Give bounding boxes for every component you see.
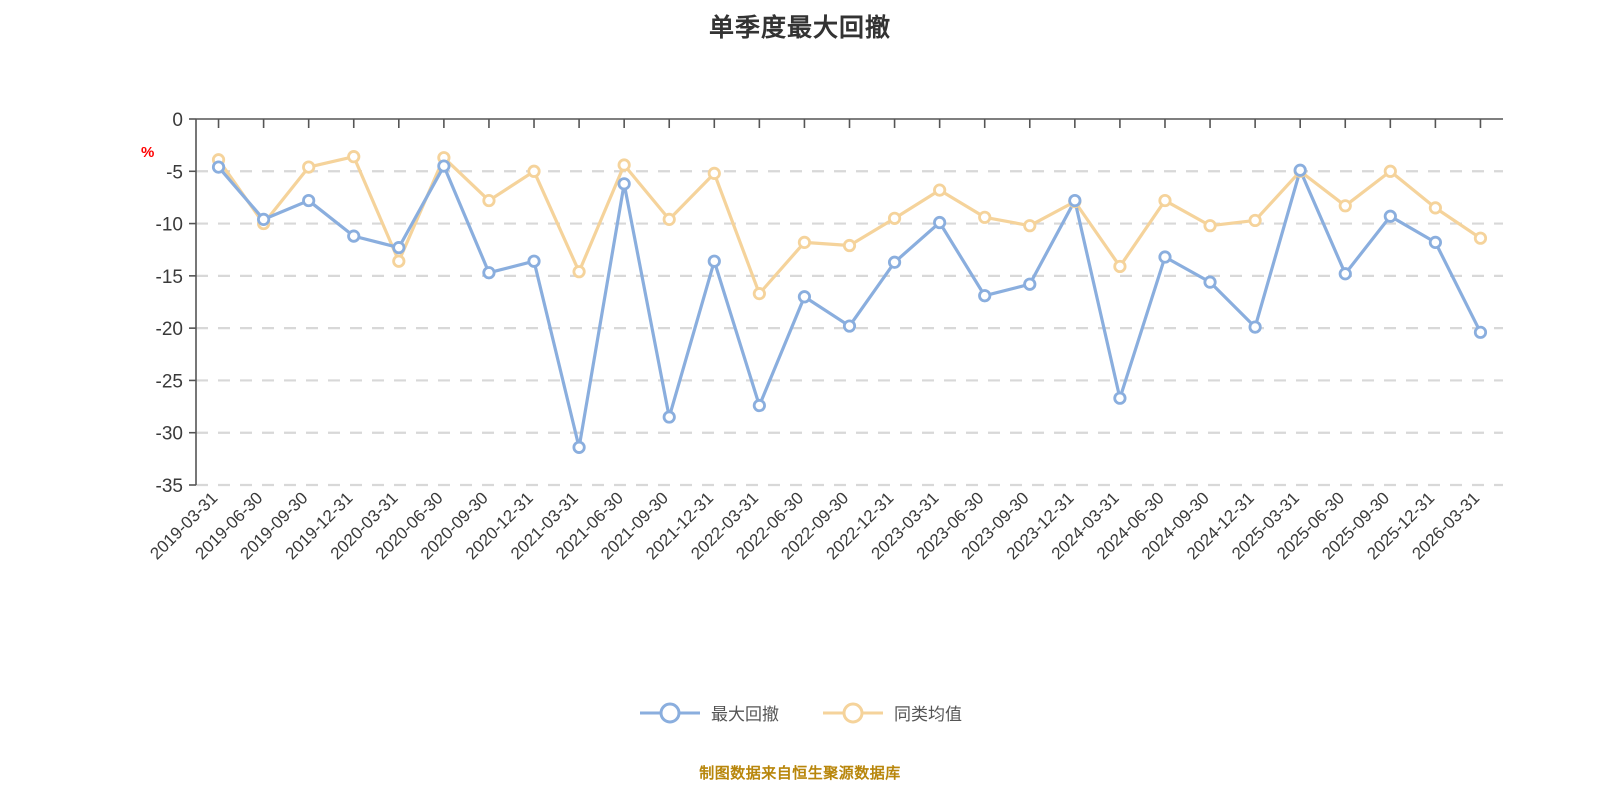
data-point-drawdown[interactable] — [617, 177, 631, 191]
data-point-peer-average[interactable] — [392, 254, 406, 268]
legend-item-drawdown[interactable]: 最大回撤 — [638, 700, 779, 725]
data-point-peer-average[interactable] — [347, 150, 361, 164]
y-tick-label: -25 — [156, 371, 183, 392]
data-point-drawdown[interactable] — [1113, 391, 1127, 405]
data-point-drawdown[interactable] — [797, 290, 812, 304]
data-point-drawdown[interactable] — [211, 160, 226, 174]
data-point-peer-average[interactable] — [1473, 231, 1488, 245]
data-point-drawdown[interactable] — [1203, 275, 1217, 289]
data-point-drawdown[interactable] — [1383, 209, 1397, 223]
data-point-drawdown[interactable] — [933, 215, 947, 230]
data-point-drawdown[interactable] — [437, 159, 451, 173]
data-point-peer-average[interactable] — [1023, 219, 1037, 233]
data-point-peer-average[interactable] — [1383, 164, 1397, 178]
data-point-peer-average[interactable] — [482, 193, 496, 208]
data-point-peer-average[interactable] — [707, 166, 721, 180]
series-line-peer-average — [216, 155, 1483, 296]
data-point-drawdown[interactable] — [707, 254, 721, 268]
data-point-peer-average[interactable] — [1113, 259, 1127, 274]
data-point-peer-average[interactable] — [1203, 219, 1217, 233]
data-point-peer-average[interactable] — [887, 211, 902, 225]
data-point-drawdown[interactable] — [842, 319, 857, 333]
data-point-drawdown[interactable] — [392, 241, 406, 255]
legend-marker-peer-average — [823, 702, 883, 723]
data-point-drawdown[interactable] — [1023, 277, 1037, 291]
data-point-drawdown[interactable] — [1068, 193, 1082, 208]
data-point-peer-average[interactable] — [302, 160, 316, 174]
data-point-drawdown[interactable] — [482, 266, 496, 280]
legend-label-peer-average: 同类均值 — [894, 705, 962, 724]
data-point-drawdown[interactable] — [1428, 235, 1442, 249]
data-point-peer-average[interactable] — [617, 158, 631, 172]
y-tick-label: -30 — [156, 424, 183, 445]
legend-marker-drawdown — [640, 702, 700, 723]
chart-legend: 最大回撤 同类均值 — [0, 700, 1600, 725]
data-point-drawdown[interactable] — [527, 254, 541, 268]
data-point-peer-average[interactable] — [1158, 193, 1172, 208]
data-point-drawdown[interactable] — [1158, 250, 1172, 264]
data-point-peer-average[interactable] — [842, 238, 857, 253]
data-point-peer-average[interactable] — [978, 210, 992, 224]
data-point-peer-average[interactable] — [1248, 213, 1262, 228]
data-point-drawdown[interactable] — [572, 440, 586, 454]
legend-item-peer-average[interactable]: 同类均值 — [821, 700, 962, 725]
data-point-drawdown[interactable] — [978, 289, 992, 303]
legend-label-drawdown: 最大回撤 — [711, 705, 779, 724]
data-point-drawdown[interactable] — [1338, 267, 1352, 281]
data-point-drawdown[interactable] — [1473, 325, 1488, 339]
y-tick-label: -20 — [156, 319, 183, 340]
data-point-drawdown[interactable] — [257, 212, 271, 226]
data-point-peer-average[interactable] — [572, 265, 586, 279]
data-point-drawdown[interactable] — [752, 398, 766, 413]
data-point-peer-average[interactable] — [1338, 199, 1352, 213]
y-tick-label: -10 — [156, 215, 183, 236]
data-point-peer-average[interactable] — [797, 235, 812, 249]
y-tick-label: -35 — [156, 476, 183, 497]
y-tick-label: 0 — [172, 110, 183, 131]
data-point-peer-average[interactable] — [752, 287, 766, 301]
series-line-drawdown — [216, 164, 1483, 449]
chart-footer-note: 制图数据来自恒生聚源数据库 — [699, 765, 901, 782]
y-axis-unit-label: % — [141, 144, 155, 161]
data-point-drawdown[interactable] — [1248, 320, 1262, 334]
y-tick-label: -5 — [166, 162, 183, 183]
data-point-drawdown[interactable] — [347, 229, 361, 243]
data-point-drawdown[interactable] — [887, 255, 902, 269]
data-point-peer-average[interactable] — [933, 183, 947, 197]
data-point-peer-average[interactable] — [662, 212, 676, 226]
data-point-drawdown[interactable] — [662, 410, 676, 424]
data-point-drawdown[interactable] — [302, 193, 316, 208]
data-point-peer-average[interactable] — [1428, 201, 1442, 215]
chart-title: 单季度最大回撤 — [708, 14, 891, 42]
y-tick-label: -15 — [156, 267, 183, 288]
data-point-peer-average[interactable] — [527, 164, 541, 178]
data-point-drawdown[interactable] — [1293, 163, 1307, 177]
